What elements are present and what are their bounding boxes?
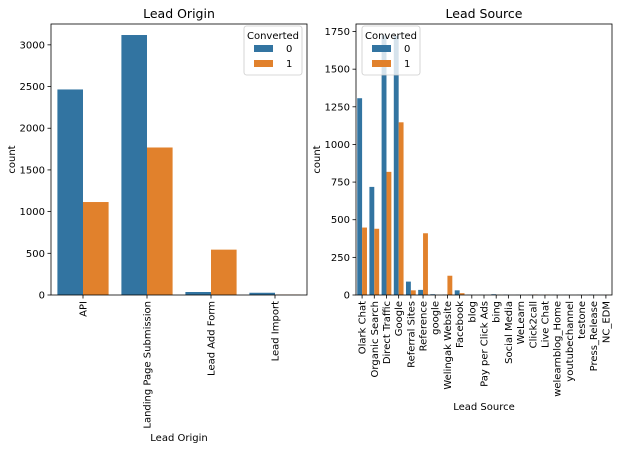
x-tick-label: Lead Add Form [207, 301, 218, 376]
y-tick-label: 500 [331, 215, 350, 226]
bar-welingak-website-converted-1 [447, 275, 453, 295]
x-tick-label: youtubechannel [565, 301, 576, 382]
y-tick-label: 1250 [325, 102, 350, 113]
x-tick-label: Press_Release [589, 301, 600, 371]
x-tick-label: Lead Import [271, 301, 282, 361]
y-tick-label: 0 [344, 291, 350, 302]
bar-lead-add-form-converted-0 [185, 292, 211, 295]
y-tick-label: 1500 [20, 165, 45, 176]
chart-1: Lead Source 0 250 500 750 1000 1250 1500 1750 Ola… [312, 6, 612, 413]
x-tick-label: Click2call [528, 301, 539, 348]
y-tick-label: 1750 [325, 27, 350, 38]
legend-swatch-0 [254, 45, 273, 52]
y-tick-label: 2500 [20, 82, 45, 93]
x-tick-label: Social Media [504, 301, 515, 364]
x-tick-label: bing [492, 301, 503, 323]
chart-0: Lead Origin 0 500 1000 1500 2000 2500 3000 API La… [7, 6, 308, 444]
bar-reference-converted-1 [423, 233, 428, 295]
legend-swatch-0 [372, 45, 391, 52]
bar-api-converted-0 [57, 89, 83, 296]
x-tick-label: Reference [419, 301, 430, 351]
bar-facebook-converted-0 [454, 290, 460, 295]
legend-swatch-1 [254, 60, 273, 67]
y-tick-label: 0 [39, 291, 45, 302]
x-axis-label: Lead Origin [150, 433, 207, 444]
y-axis-label: count [312, 145, 323, 173]
x-tick-label: Pay per Click Ads [480, 301, 491, 387]
bar-referral-sites-converted-0 [405, 281, 411, 295]
x-tick-label: Google [394, 301, 405, 336]
bar-google-converted-0 [393, 36, 399, 295]
legend-title: Converted [247, 31, 299, 42]
x-tick-label: WeLearn [516, 301, 527, 344]
y-tick-label: 750 [331, 178, 350, 189]
x-tick-label: API [79, 301, 90, 317]
legend-title: Converted [365, 31, 417, 42]
chart-title: Lead Origin [143, 6, 215, 21]
bar-referral-sites-converted-1 [410, 290, 416, 295]
x-tick-label: NC_EDM [601, 301, 612, 343]
chart-title: Lead Source [446, 6, 523, 21]
x-tick-label: Organic Search [370, 301, 381, 377]
bar-lead-import-converted-0 [249, 292, 275, 295]
x-tick-label: Facebook [455, 301, 466, 348]
plot-frame [50, 23, 308, 296]
bar-direct-traffic-converted-0 [381, 35, 387, 295]
bar-olark-chat-converted-1 [362, 227, 367, 295]
legend-swatch-1 [372, 60, 391, 67]
x-tick-label: Welingak Website [443, 301, 454, 390]
bar-olark-chat-converted-0 [357, 98, 363, 295]
x-tick-label: Landing Page Submission [143, 301, 154, 429]
y-tick-label: 3000 [20, 40, 45, 51]
legend: Converted 0 1 [361, 25, 421, 76]
bar-google-converted-1 [398, 122, 404, 295]
bar-landing-page-submission-converted-1 [147, 147, 173, 295]
x-axis-label: Lead Source [453, 402, 515, 413]
legend-label-1: 1 [404, 59, 410, 70]
y-tick-label: 500 [26, 249, 45, 260]
x-tick-label: Direct Traffic [382, 301, 393, 364]
y-tick-label: 2000 [20, 124, 45, 135]
legend-label-0: 0 [404, 44, 410, 55]
x-tick-label: google [431, 301, 442, 335]
bar-api-converted-1 [83, 202, 109, 295]
x-tick-label: Referral Sites [406, 301, 417, 368]
y-tick-label: 1000 [325, 140, 350, 151]
bar-organic-search-converted-1 [374, 228, 380, 295]
x-tick-label: Live Chat [540, 301, 551, 348]
bar-lead-add-form-converted-1 [211, 249, 237, 295]
bar-reference-converted-0 [418, 289, 424, 295]
legend-label-0: 0 [286, 44, 292, 55]
x-tick-label: testone [577, 301, 588, 339]
y-axis-label: count [7, 145, 18, 173]
x-tick-label: welearnblog_Home [553, 301, 564, 397]
legend-label-1: 1 [286, 59, 292, 70]
bar-landing-page-submission-converted-0 [121, 35, 147, 295]
x-tick-label: Olark Chat [358, 301, 369, 354]
bar-organic-search-converted-0 [369, 186, 375, 295]
bar-facebook-converted-1 [459, 293, 465, 295]
legend: Converted 0 1 [243, 25, 303, 76]
x-tick-label: blog [467, 301, 478, 323]
y-tick-label: 1500 [325, 65, 350, 76]
y-tick-label: 1000 [20, 207, 45, 218]
y-tick-label: 250 [331, 253, 350, 264]
bar-direct-traffic-converted-1 [386, 171, 392, 295]
